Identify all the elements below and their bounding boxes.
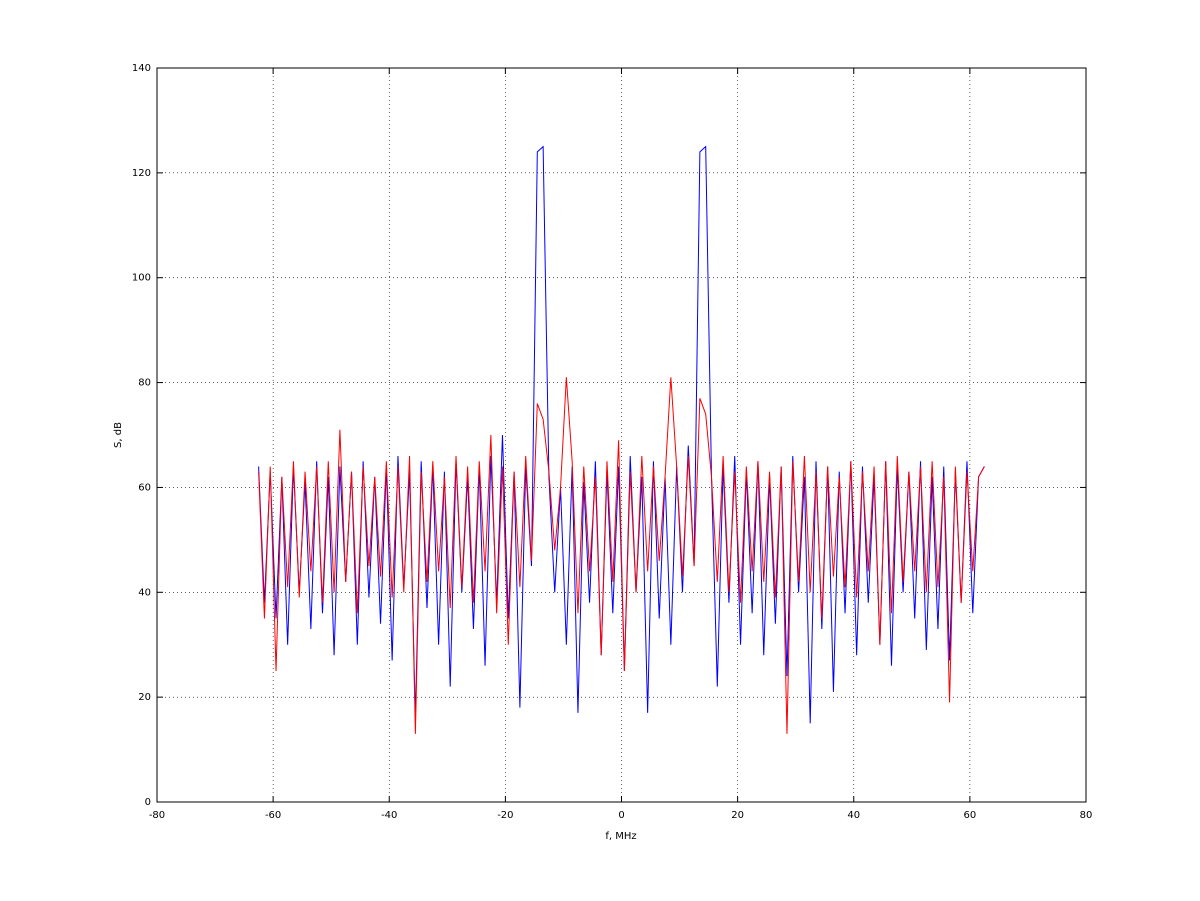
y-tick-label: 140 — [132, 63, 151, 74]
x-tick-label: 40 — [847, 810, 860, 821]
x-axis-label: f, MHz — [605, 831, 636, 842]
x-tick-label: -80 — [149, 810, 165, 821]
y-tick-label: 40 — [138, 587, 151, 598]
x-tick-label: 60 — [964, 810, 977, 821]
x-tick-label: 20 — [731, 810, 744, 821]
plot-frame — [156, 67, 1087, 803]
x-tick-label: 80 — [1080, 810, 1093, 821]
y-tick-label: 80 — [138, 378, 151, 389]
x-tick-label: -20 — [497, 810, 513, 821]
x-tick-label: -60 — [265, 810, 281, 821]
series-line — [258, 377, 985, 734]
y-tick-label: 0 — [145, 797, 151, 808]
x-tick-label: -40 — [381, 810, 397, 821]
y-tick-label: 20 — [138, 692, 151, 703]
y-tick-label: 100 — [132, 273, 151, 284]
x-tick-label: 0 — [618, 810, 624, 821]
y-tick-label: 120 — [132, 168, 151, 179]
y-tick-label: 60 — [138, 482, 151, 493]
y-axis-label: S, dB — [113, 422, 124, 448]
